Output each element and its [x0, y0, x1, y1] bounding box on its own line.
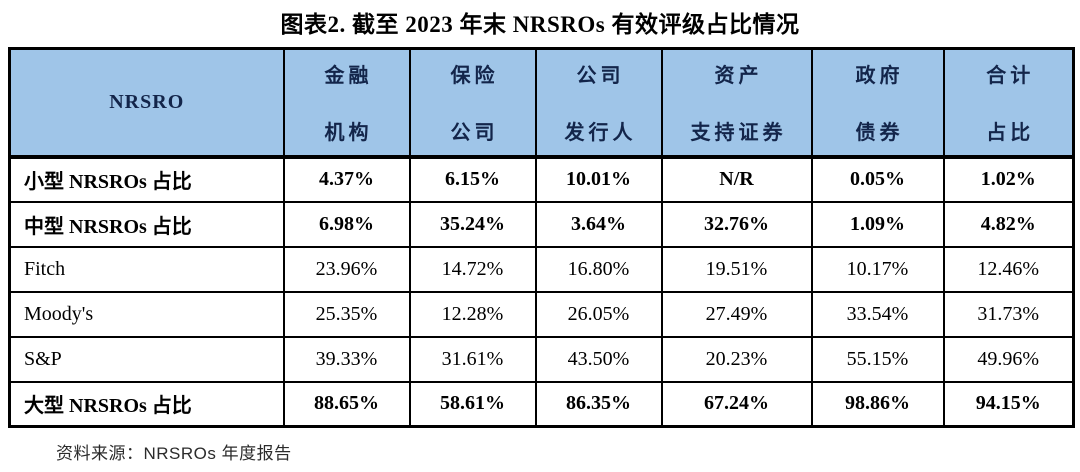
- column-header-financial-institutions: 金融 机构: [282, 47, 411, 159]
- cell-value: 6.15%: [408, 155, 537, 203]
- cell-value: 32.76%: [660, 200, 813, 248]
- cell-value: 39.33%: [282, 335, 411, 383]
- table-row-small-nrsros: 小型 NRSROs 占比 4.37% 6.15% 10.01% N/R 0.05…: [8, 155, 1075, 203]
- row-label: Fitch: [8, 245, 285, 293]
- cell-value: 1.02%: [942, 155, 1075, 203]
- table-row-large-nrsros: 大型 NRSROs 占比 88.65% 58.61% 86.35% 67.24%…: [8, 380, 1075, 428]
- nrsro-rating-table: NRSRO 金融 机构 保险 公司 公司 发行人 资产 支持证券 政府 债券 合计 占比 小…: [8, 47, 1075, 428]
- row-label: 大型 NRSROs 占比: [8, 380, 285, 428]
- cell-value: 1.09%: [810, 200, 945, 248]
- column-header-asset-backed-securities: 资产 支持证券: [660, 47, 813, 159]
- cell-value: 12.28%: [408, 290, 537, 338]
- cell-value: 35.24%: [408, 200, 537, 248]
- cell-value: 43.50%: [534, 335, 663, 383]
- cell-value: 6.98%: [282, 200, 411, 248]
- cell-value: 10.01%: [534, 155, 663, 203]
- row-label: Moody's: [8, 290, 285, 338]
- cell-value: 86.35%: [534, 380, 663, 428]
- column-header-total-share: 合计 占比: [942, 47, 1075, 159]
- cell-value: 4.82%: [942, 200, 1075, 248]
- cell-value: 26.05%: [534, 290, 663, 338]
- cell-value: 55.15%: [810, 335, 945, 383]
- table-header: NRSRO 金融 机构 保险 公司 公司 发行人 资产 支持证券 政府 债券 合计 占比: [8, 47, 1075, 159]
- cell-value: 12.46%: [942, 245, 1075, 293]
- row-label: 中型 NRSROs 占比: [8, 200, 285, 248]
- cell-value: 10.17%: [810, 245, 945, 293]
- cell-value: 33.54%: [810, 290, 945, 338]
- table-row-fitch: Fitch 23.96% 14.72% 16.80% 19.51% 10.17%…: [8, 245, 1075, 293]
- cell-value: 27.49%: [660, 290, 813, 338]
- cell-value: 25.35%: [282, 290, 411, 338]
- cell-value: 0.05%: [810, 155, 945, 203]
- table-row-moodys: Moody's 25.35% 12.28% 26.05% 27.49% 33.5…: [8, 290, 1075, 338]
- cell-value: 31.61%: [408, 335, 537, 383]
- cell-value: 3.64%: [534, 200, 663, 248]
- row-label: S&P: [8, 335, 285, 383]
- cell-value: 16.80%: [534, 245, 663, 293]
- cell-value: 19.51%: [660, 245, 813, 293]
- column-header-corporate-issuers: 公司 发行人: [534, 47, 663, 159]
- cell-value: 94.15%: [942, 380, 1075, 428]
- figure-title: 图表2. 截至 2023 年末 NRSROs 有效评级占比情况: [280, 12, 800, 37]
- table-row-medium-nrsros: 中型 NRSROs 占比 6.98% 35.24% 3.64% 32.76% 1…: [8, 200, 1075, 248]
- cell-value: 20.23%: [660, 335, 813, 383]
- header-row: NRSRO 金融 机构 保险 公司 公司 发行人 资产 支持证券 政府 债券 合计 占比: [8, 47, 1075, 159]
- source-note: 资料来源：NRSROs 年度报告: [56, 444, 292, 463]
- cell-value: 23.96%: [282, 245, 411, 293]
- cell-value: N/R: [660, 155, 813, 203]
- column-header-nrsro: NRSRO: [8, 47, 285, 159]
- column-header-insurance-companies: 保险 公司: [408, 47, 537, 159]
- column-header-government-bonds: 政府 债券: [810, 47, 945, 159]
- cell-value: 31.73%: [942, 290, 1075, 338]
- table-row-sp: S&P 39.33% 31.61% 43.50% 20.23% 55.15% 4…: [8, 335, 1075, 383]
- cell-value: 4.37%: [282, 155, 411, 203]
- cell-value: 14.72%: [408, 245, 537, 293]
- cell-value: 49.96%: [942, 335, 1075, 383]
- cell-value: 98.86%: [810, 380, 945, 428]
- cell-value: 67.24%: [660, 380, 813, 428]
- cell-value: 88.65%: [282, 380, 411, 428]
- row-label: 小型 NRSROs 占比: [8, 155, 285, 203]
- cell-value: 58.61%: [408, 380, 537, 428]
